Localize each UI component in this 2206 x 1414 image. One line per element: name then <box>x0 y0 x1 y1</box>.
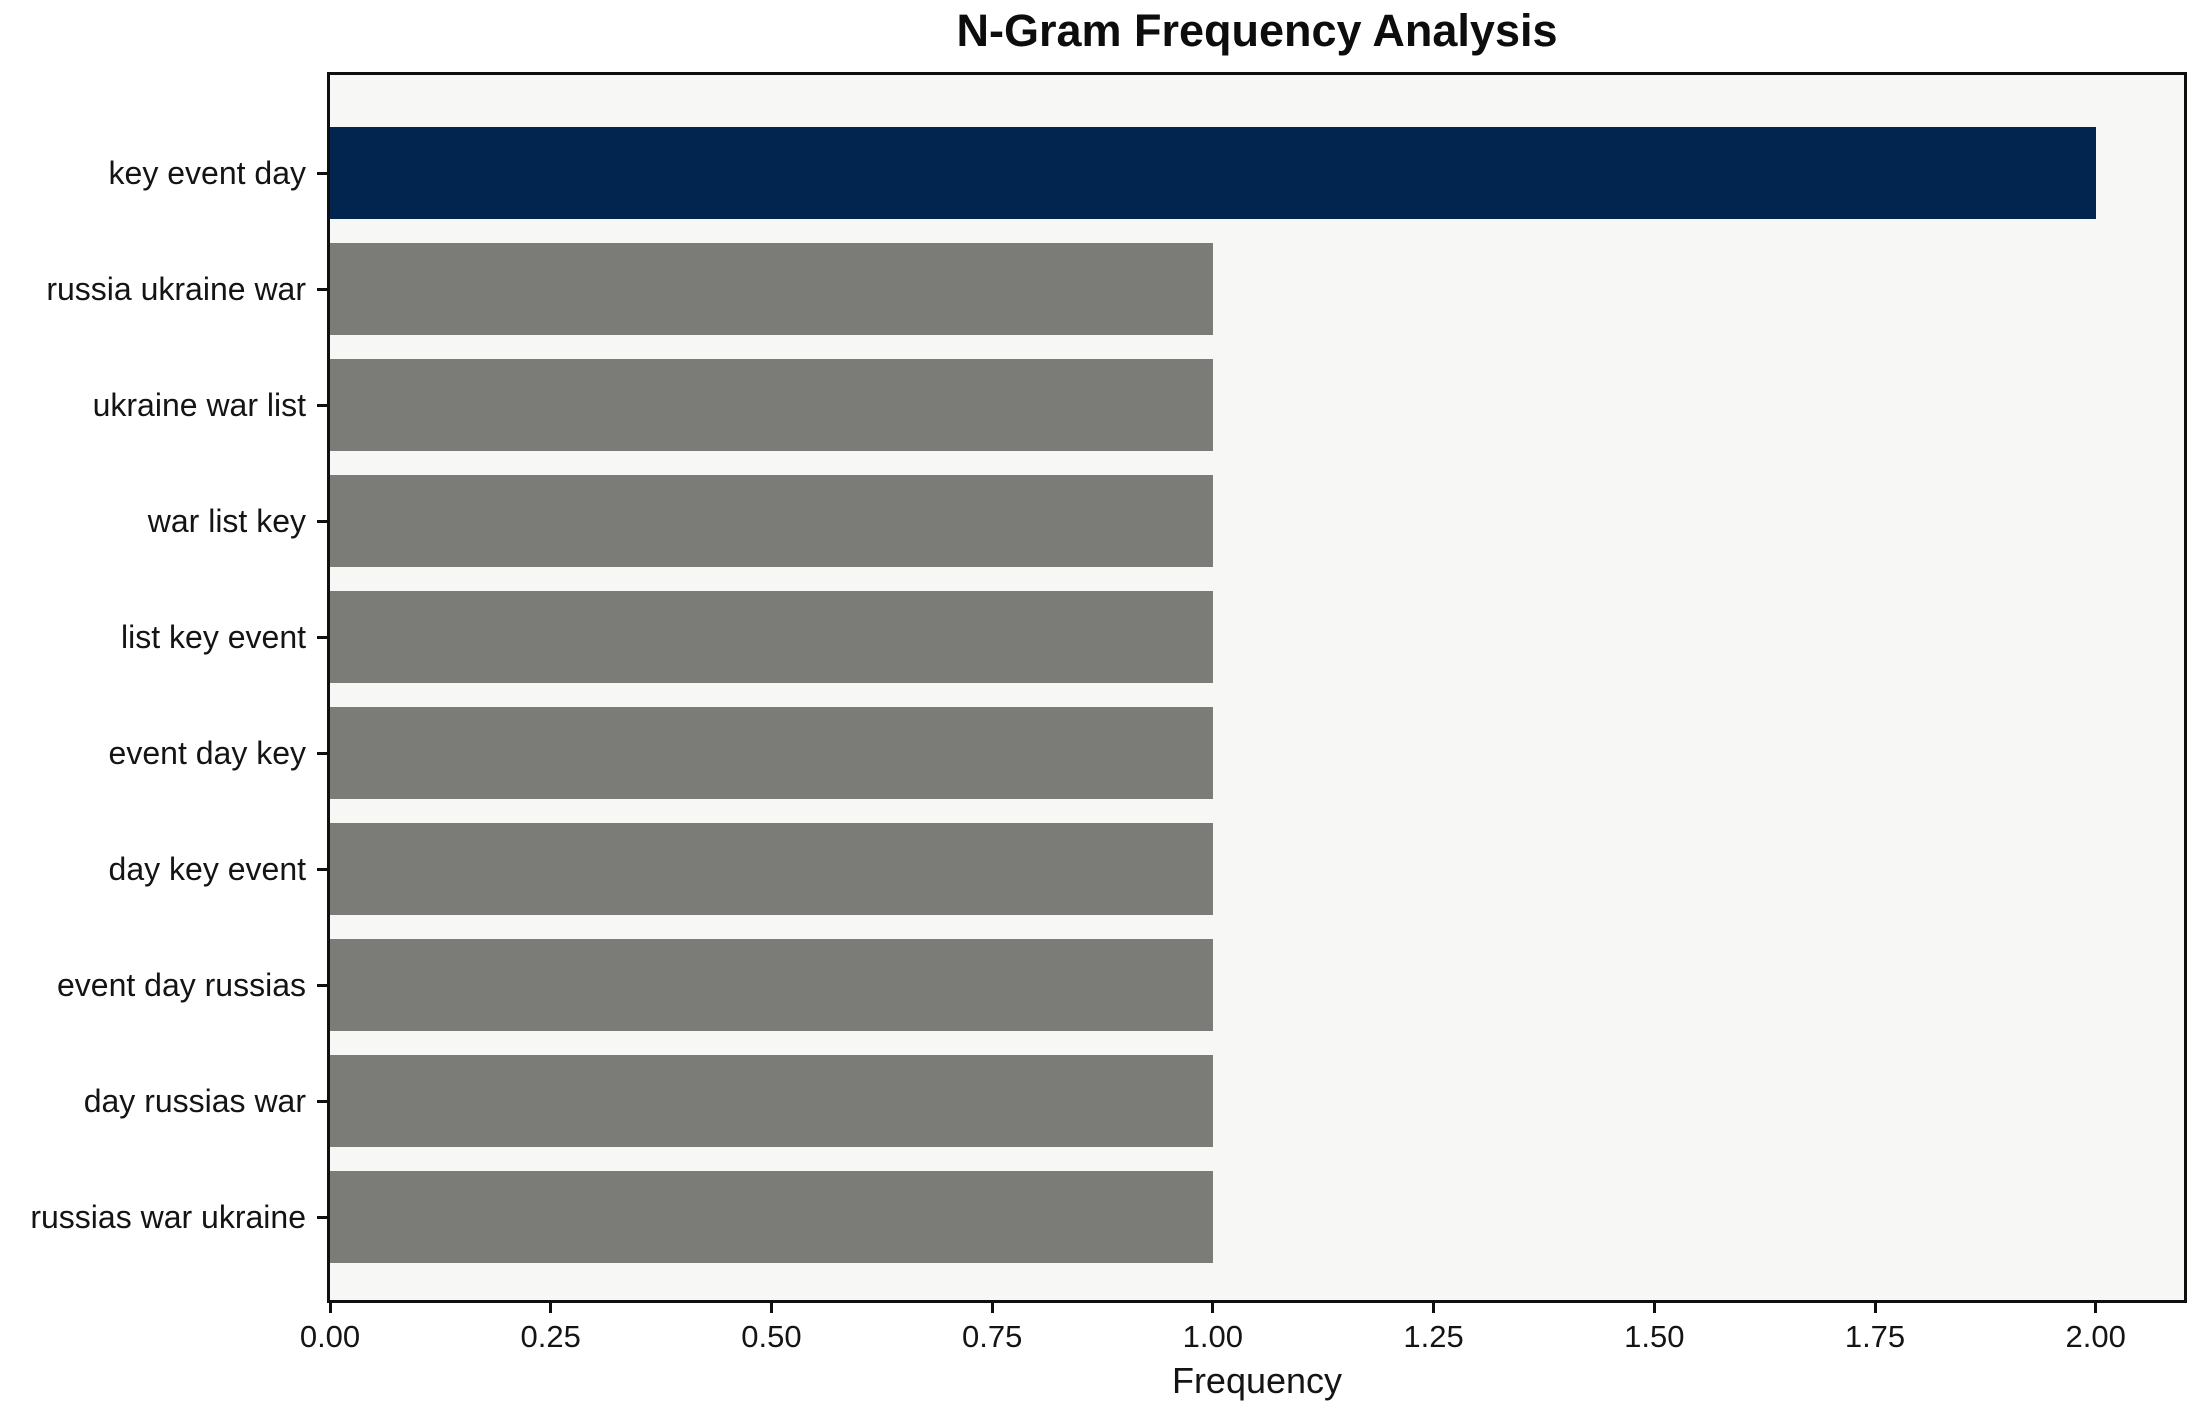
x-tick-label: 0.75 <box>961 1319 1023 1354</box>
y-tick-label: ukraine war list <box>92 387 306 423</box>
y-tick-mark <box>317 1099 327 1103</box>
x-tick-label: 1.25 <box>1403 1319 1464 1354</box>
y-tick-mark <box>317 287 327 291</box>
bar <box>330 1171 1213 1263</box>
bars-layer <box>330 75 2184 1300</box>
y-tick-label: day russias war <box>83 1083 306 1119</box>
y-tick-mark <box>317 867 327 871</box>
x-tick-label: 0.50 <box>741 1319 802 1354</box>
bar <box>330 823 1213 915</box>
x-tick-mark <box>769 1303 773 1313</box>
plot-area <box>327 72 2187 1303</box>
x-tick-mark <box>1211 1303 1215 1313</box>
y-tick-mark <box>317 983 327 987</box>
y-tick-label: event day key <box>108 735 306 771</box>
y-tick-label: key event day <box>108 155 306 191</box>
y-tick-label: list key event <box>121 619 306 655</box>
x-tick-mark <box>1873 1303 1877 1313</box>
y-tick-label: war list key <box>147 503 306 539</box>
y-tick-label: day key event <box>108 851 306 887</box>
x-tick-mark <box>1432 1303 1436 1313</box>
x-tick-mark <box>549 1303 553 1313</box>
y-tick-mark <box>317 635 327 639</box>
x-axis-label: Frequency <box>1171 1360 1343 1401</box>
chart-title: N-Gram Frequency Analysis <box>956 5 1558 56</box>
y-tick-label: russia ukraine war <box>46 271 306 307</box>
x-tick-mark <box>1652 1303 1656 1313</box>
y-tick-mark <box>317 171 327 175</box>
bar <box>330 359 1213 451</box>
y-tick-label: russias war ukraine <box>30 1199 306 1235</box>
bar <box>330 127 2096 219</box>
x-tick-label: 0.00 <box>299 1319 361 1354</box>
x-tick-mark <box>990 1303 994 1313</box>
y-tick-mark <box>317 751 327 755</box>
x-tick-label: 1.50 <box>1624 1319 1685 1354</box>
bar <box>330 939 1213 1031</box>
y-tick-mark <box>317 519 327 523</box>
bar <box>330 243 1213 335</box>
x-tick-label: 0.25 <box>520 1319 581 1354</box>
x-tick-mark <box>328 1303 332 1313</box>
y-tick-mark <box>317 403 327 407</box>
x-tick-label: 1.00 <box>1182 1319 1244 1354</box>
y-tick-mark <box>317 1215 327 1219</box>
x-tick-label: 1.75 <box>1844 1319 1906 1354</box>
y-tick-label: event day russias <box>56 967 306 1003</box>
x-tick-label: 2.00 <box>2065 1319 2126 1354</box>
bar <box>330 591 1213 683</box>
bar <box>330 475 1213 567</box>
x-tick-mark <box>2094 1303 2098 1313</box>
bar <box>330 1055 1213 1147</box>
bar <box>330 707 1213 799</box>
